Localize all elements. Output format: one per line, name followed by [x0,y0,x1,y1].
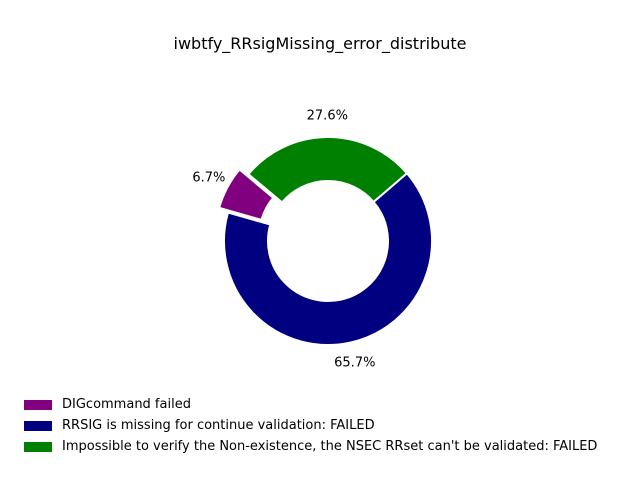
legend-label: RRSIG is missing for continue validation… [62,418,375,433]
slice-label-nsec-failed: 27.6% [307,109,348,124]
slice-label-rrsig-missing: 65.7% [334,355,375,370]
slice-dig-failed [218,168,275,221]
legend-swatch [24,399,52,410]
slice-label-dig-failed: 6.7% [192,170,225,185]
legend-swatch [24,441,52,452]
slice-rrsig-missing [223,172,433,346]
chart-title: iwbtfy_RRsigMissing_error_distribute [173,34,467,53]
legend-item-nsec-failed: Impossible to verify the Non-existence, … [24,436,597,457]
legend-label: Impossible to verify the Non-existence, … [62,439,598,454]
legend-item-dig-failed: DIGcommand failed [24,394,597,415]
legend-item-rrsig-missing: RRSIG is missing for continue validation… [24,415,597,436]
slice-nsec-failed [247,136,408,204]
legend-label: DIGcommand failed [62,397,191,412]
legend-swatch [24,420,52,431]
legend: DIGcommand failed RRSIG is missing for c… [24,394,597,457]
